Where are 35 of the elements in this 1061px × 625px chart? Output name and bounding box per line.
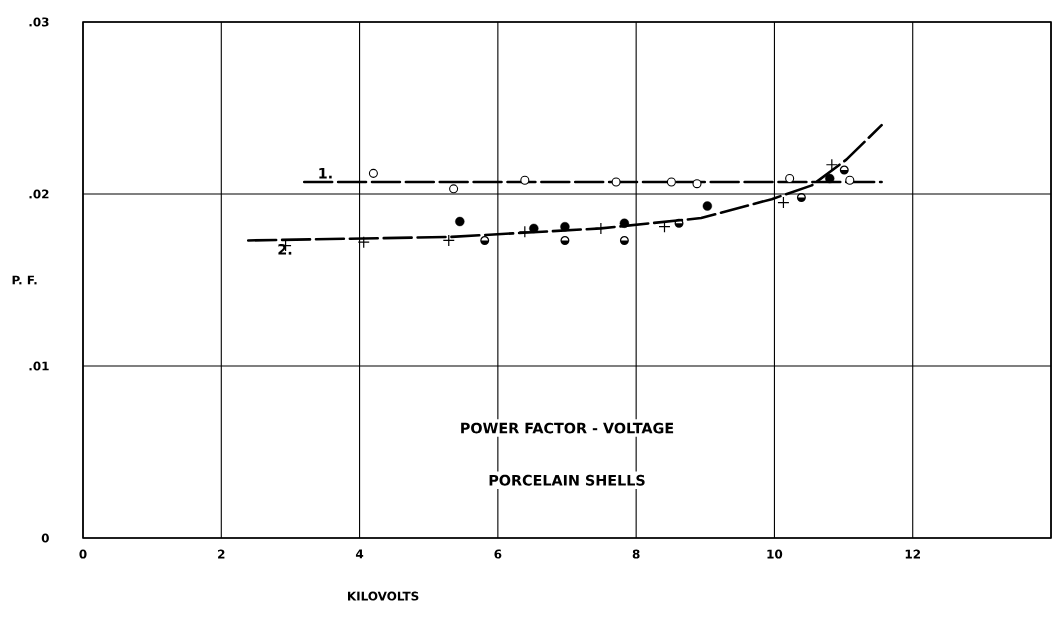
point	[785, 173, 795, 184]
x-tick-label: 10	[767, 549, 783, 559]
text: POWER FACTOR - VOLTAGE	[461, 422, 674, 434]
point	[357, 236, 370, 249]
point	[692, 179, 702, 189]
x-tick-label: 12	[905, 549, 921, 559]
point	[449, 184, 459, 194]
point	[520, 175, 530, 185]
point	[611, 177, 621, 187]
point	[619, 218, 630, 228]
y-tick-label: .01	[29, 361, 49, 371]
point	[518, 225, 531, 238]
x-tick-label: 6	[494, 549, 502, 559]
point	[442, 234, 455, 247]
x-tick-label: 2	[218, 549, 225, 559]
x-tick-label: 0	[79, 549, 87, 559]
point	[368, 168, 378, 178]
point	[845, 175, 855, 185]
point	[825, 158, 838, 171]
point	[777, 196, 790, 209]
point	[560, 222, 570, 232]
y-axis-title: P. F.	[12, 275, 37, 285]
text: PORCELAIN SHELLS	[489, 474, 645, 486]
x-axis-title: KILOVOLTS	[348, 591, 419, 601]
point	[702, 201, 713, 211]
y-tick-label: .03	[29, 17, 49, 27]
y-tick-label: 0	[41, 533, 49, 543]
point	[529, 223, 539, 234]
x-tick-label: 8	[632, 549, 640, 559]
series-label: 1.	[319, 167, 332, 179]
point	[825, 173, 835, 184]
x-tick-label: 4	[355, 549, 364, 559]
y-tick-label: .02	[29, 189, 49, 199]
point	[455, 216, 465, 227]
point	[666, 177, 676, 187]
